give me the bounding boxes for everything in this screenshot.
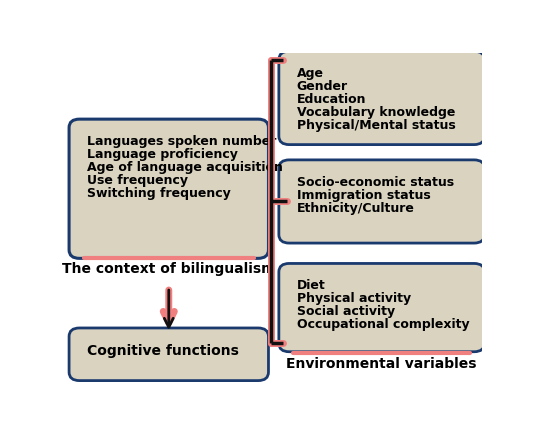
Text: Environmental variables: Environmental variables bbox=[286, 357, 477, 371]
Text: Age of language acquisition: Age of language acquisition bbox=[87, 161, 283, 174]
Text: Education: Education bbox=[297, 93, 366, 106]
Text: Ethnicity/Culture: Ethnicity/Culture bbox=[297, 202, 414, 215]
Text: Cognitive functions: Cognitive functions bbox=[87, 344, 239, 358]
Text: Socio-economic status: Socio-economic status bbox=[297, 176, 454, 189]
FancyBboxPatch shape bbox=[279, 263, 485, 352]
Text: Diet: Diet bbox=[297, 280, 325, 292]
Text: Language proficiency: Language proficiency bbox=[87, 148, 238, 161]
Text: Gender: Gender bbox=[297, 80, 348, 93]
FancyBboxPatch shape bbox=[69, 119, 269, 258]
FancyBboxPatch shape bbox=[69, 328, 269, 381]
Text: Use frequency: Use frequency bbox=[87, 174, 188, 187]
Text: Immigration status: Immigration status bbox=[297, 189, 430, 202]
Text: Vocabulary knowledge: Vocabulary knowledge bbox=[297, 106, 455, 119]
Text: Physical activity: Physical activity bbox=[297, 292, 411, 305]
Text: Switching frequency: Switching frequency bbox=[87, 187, 230, 200]
Text: Languages spoken number: Languages spoken number bbox=[87, 135, 277, 148]
Text: Occupational complexity: Occupational complexity bbox=[297, 318, 470, 331]
FancyBboxPatch shape bbox=[279, 160, 485, 243]
FancyBboxPatch shape bbox=[279, 51, 485, 145]
Text: Age: Age bbox=[297, 67, 324, 80]
Text: Physical/Mental status: Physical/Mental status bbox=[297, 119, 456, 132]
Text: Social activity: Social activity bbox=[297, 305, 395, 318]
Text: The context of bilingualism: The context of bilingualism bbox=[62, 262, 276, 276]
